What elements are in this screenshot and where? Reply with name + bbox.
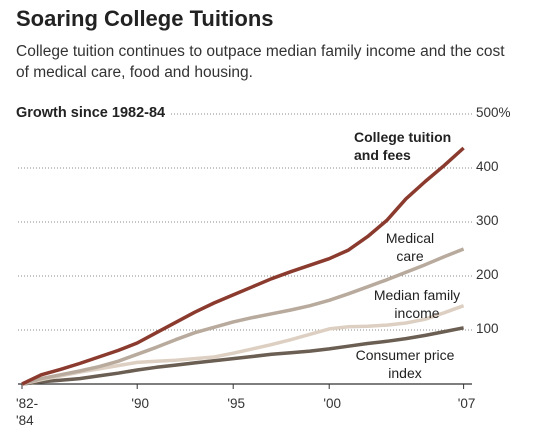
series-label: Medical care — [385, 230, 435, 264]
y-tick-label: 400 — [476, 159, 499, 174]
x-tick-label: '95 — [227, 396, 245, 411]
series-label: College tuition and fees — [354, 129, 452, 163]
series-line — [21, 304, 465, 386]
chart-title: Soaring College Tuitions — [16, 6, 274, 31]
series-label: Median family income — [373, 287, 461, 321]
x-tick-label: '90 — [131, 396, 149, 411]
chart-subtitle: College tuition continues to outpace med… — [16, 43, 505, 81]
x-tick-label: '07 — [457, 396, 476, 411]
x-tick-label: '82-'84 — [16, 396, 39, 428]
series-line — [21, 247, 465, 386]
y-tick-label: 100 — [476, 321, 499, 336]
series-line — [21, 146, 465, 386]
y-tick-label: 500% — [476, 105, 511, 120]
x-tick-label: '00 — [323, 396, 341, 411]
series-label: Consumer price index — [355, 347, 455, 381]
y-axis-label: Growth since 1982-84 — [16, 105, 170, 121]
y-tick-label: 300 — [476, 213, 499, 228]
y-tick-label: 200 — [476, 267, 499, 282]
series-line — [21, 326, 464, 386]
